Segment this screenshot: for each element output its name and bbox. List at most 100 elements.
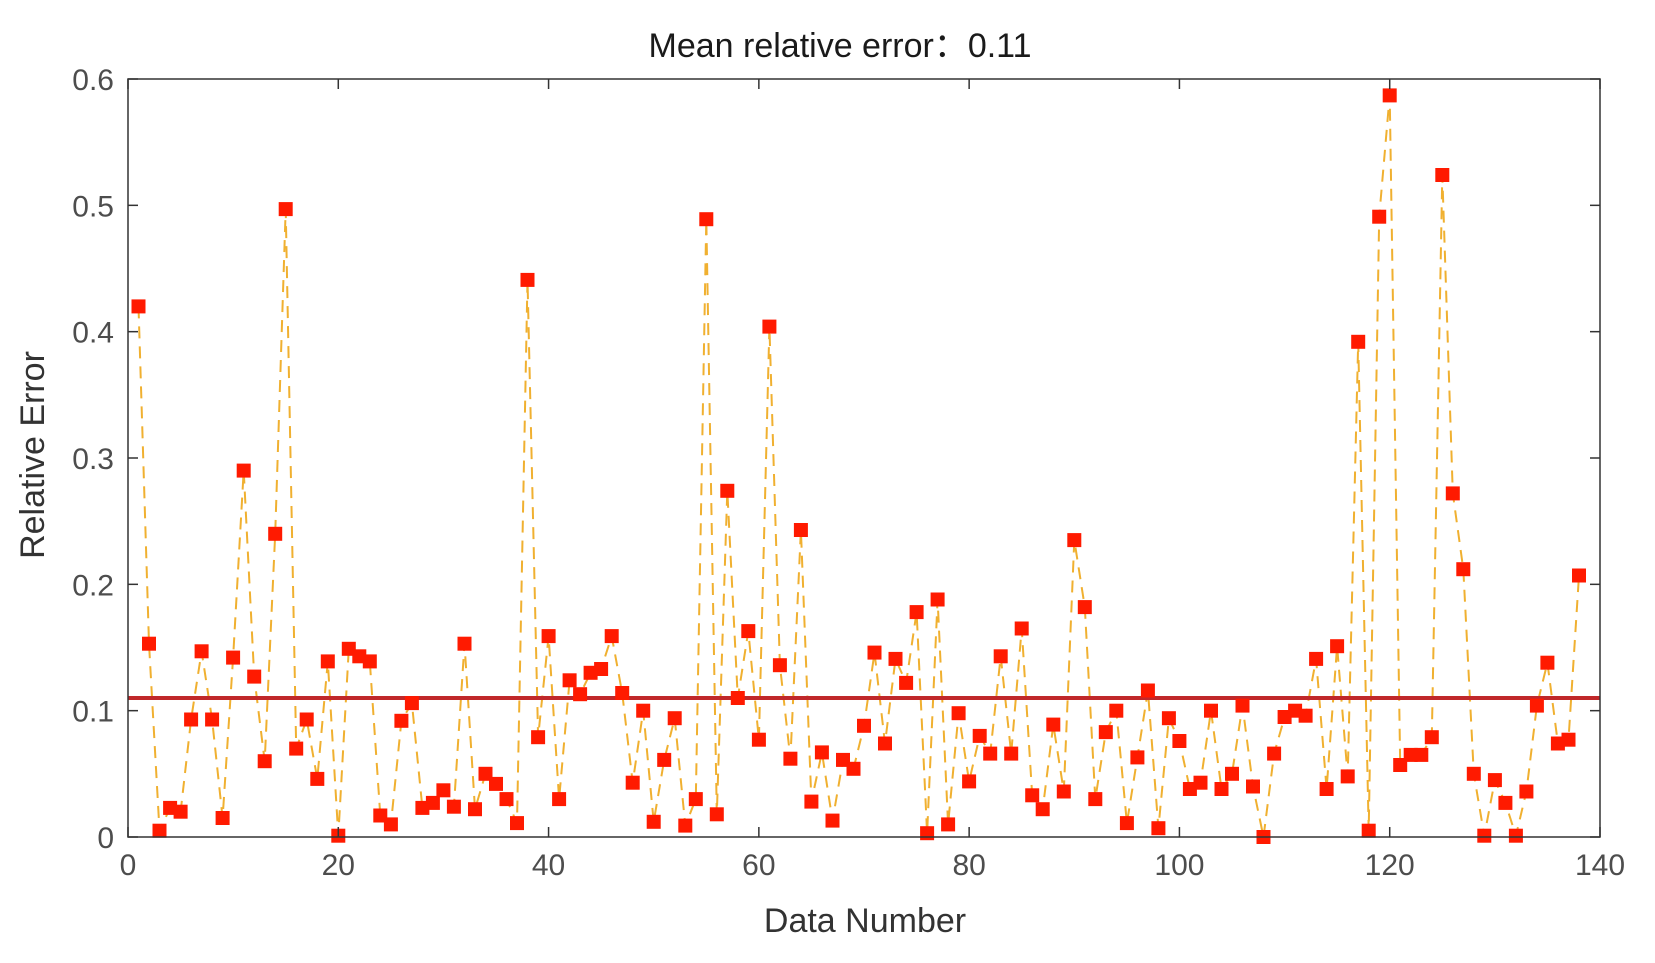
data-point xyxy=(993,649,1008,664)
data-point xyxy=(751,732,766,747)
data-point xyxy=(552,792,567,807)
data-point xyxy=(468,802,482,817)
data-point xyxy=(657,752,672,767)
data-point xyxy=(373,808,388,823)
data-point xyxy=(1319,782,1334,796)
data-point xyxy=(510,816,524,831)
data-point xyxy=(667,711,682,726)
data-point xyxy=(1372,209,1387,224)
data-point xyxy=(1466,766,1481,781)
data-point xyxy=(394,713,409,728)
data-point xyxy=(1414,747,1429,762)
data-point xyxy=(1403,747,1418,762)
data-point xyxy=(383,817,398,832)
data-point xyxy=(1014,621,1029,636)
data-point xyxy=(678,818,693,833)
data-point xyxy=(1046,717,1061,732)
data-point xyxy=(1246,779,1260,794)
data-point xyxy=(215,811,230,825)
data-point xyxy=(899,675,914,690)
data-point xyxy=(257,754,272,769)
data-point xyxy=(173,804,188,819)
data-point xyxy=(205,712,220,727)
data-point xyxy=(1309,651,1324,666)
data-point xyxy=(1508,828,1523,843)
data-point xyxy=(962,774,977,789)
data-point xyxy=(814,745,829,760)
data-point xyxy=(531,730,546,745)
data-point xyxy=(793,523,808,537)
data-point xyxy=(1004,746,1019,761)
data-point xyxy=(688,792,703,807)
data-point xyxy=(1572,568,1586,583)
data-point xyxy=(762,319,777,334)
data-point xyxy=(1477,828,1492,843)
data-point xyxy=(1098,725,1113,740)
data-point xyxy=(541,629,556,644)
data-point xyxy=(1172,734,1187,748)
data-point xyxy=(310,771,325,786)
data-point xyxy=(1267,746,1282,761)
data-point xyxy=(604,629,619,644)
data-point xyxy=(457,636,472,651)
data-point xyxy=(1382,88,1397,103)
data-point xyxy=(404,696,419,711)
data-point xyxy=(846,761,861,776)
data-point xyxy=(1351,334,1366,349)
data-point xyxy=(825,813,840,828)
data-point xyxy=(362,654,377,669)
data-point xyxy=(1361,823,1376,838)
data-point xyxy=(1204,703,1218,718)
data-point xyxy=(1182,782,1197,796)
data-point xyxy=(909,605,924,620)
data-point xyxy=(425,795,440,810)
data-point xyxy=(1529,698,1544,713)
data-point xyxy=(520,272,535,287)
data-point xyxy=(1561,732,1576,747)
x-axis-label: Data Number xyxy=(764,902,966,940)
data-point xyxy=(278,202,293,217)
data-point xyxy=(625,775,640,790)
data-point xyxy=(720,483,735,498)
data-point xyxy=(1235,698,1250,713)
data-point xyxy=(247,669,262,684)
data-point xyxy=(1088,792,1103,807)
data-point xyxy=(446,799,461,814)
data-point xyxy=(573,687,588,702)
data-point xyxy=(1067,533,1082,548)
data-point xyxy=(1435,168,1450,182)
data-point xyxy=(1077,600,1092,615)
x-tick-label: 0 xyxy=(120,849,137,882)
data-point xyxy=(1445,486,1460,501)
data-point xyxy=(1487,773,1502,788)
data-point xyxy=(320,654,335,669)
data-point xyxy=(1140,683,1155,698)
data-point xyxy=(867,645,882,660)
chart-title: Mean relative error：0.11 xyxy=(649,27,1032,65)
data-point xyxy=(930,592,945,607)
y-tick-label: 0.1 xyxy=(72,696,114,729)
data-point xyxy=(1456,562,1471,577)
x-tick-label: 20 xyxy=(322,849,355,882)
y-tick-label: 0.3 xyxy=(72,443,114,476)
data-point xyxy=(236,463,251,478)
data-point xyxy=(783,751,798,766)
data-point xyxy=(888,651,903,666)
data-point xyxy=(1119,816,1134,831)
data-point xyxy=(1540,655,1555,670)
y-tick-label: 0.2 xyxy=(72,569,114,602)
data-point xyxy=(1330,639,1345,654)
data-point xyxy=(636,703,651,718)
data-point xyxy=(142,636,156,651)
data-point xyxy=(152,823,167,838)
y-tick-label: 0.5 xyxy=(72,190,114,223)
x-tick-label: 80 xyxy=(952,849,985,882)
x-tick-label: 120 xyxy=(1365,849,1415,882)
data-point xyxy=(730,691,745,705)
series-connector-line xyxy=(137,95,1580,840)
data-point xyxy=(562,673,577,688)
data-point xyxy=(1519,784,1534,799)
data-point xyxy=(184,712,199,727)
